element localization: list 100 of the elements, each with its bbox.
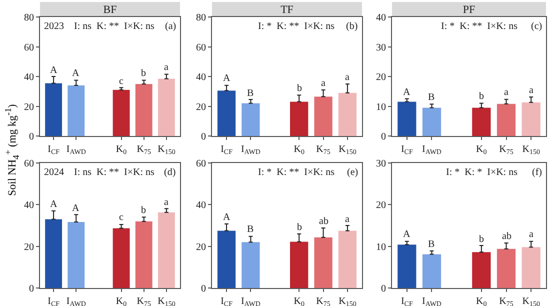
data-label: a — [529, 85, 534, 96]
bar — [472, 108, 491, 136]
x-tick-label: K$_{150}$ — [338, 296, 357, 306]
annotation: (f) — [532, 167, 542, 178]
bar — [290, 242, 308, 288]
y-tick-label: 30 — [376, 42, 386, 54]
x-tick-label: I$_{CF}$ — [400, 296, 413, 306]
bar — [158, 78, 175, 136]
y-tick-label: 40 — [196, 200, 206, 212]
bar — [112, 90, 130, 136]
chart-title: PF — [462, 4, 476, 16]
bar — [217, 230, 236, 288]
annotation: I: ns K: ** I×K: ns — [74, 21, 154, 32]
data-label: A — [403, 87, 411, 98]
data-label: b — [297, 83, 302, 94]
bar — [135, 221, 152, 288]
data-label: A — [403, 229, 411, 240]
data-label: a — [164, 62, 169, 73]
data-label: a — [345, 72, 350, 83]
data-label: ab — [319, 216, 328, 227]
x-tick-label: I$_{CF}$ — [220, 144, 233, 156]
bar — [217, 90, 236, 136]
bar — [45, 83, 62, 136]
data-label: c — [119, 76, 124, 87]
bar — [68, 85, 85, 136]
y-tick-label: 80 — [24, 12, 34, 24]
x-tick-label: K$_{75}$ — [316, 144, 331, 156]
x-tick-label: K$_{150}$ — [158, 144, 176, 156]
annotation: (b) — [346, 21, 358, 32]
y-tick-label: 30 — [376, 158, 386, 170]
y-tick-label: 60 — [196, 42, 206, 54]
bar — [290, 102, 308, 136]
data-label: a — [345, 214, 350, 225]
x-tick-label: I$_{CF}$ — [400, 144, 413, 156]
x-tick-label: K$_{0}$ — [116, 296, 128, 306]
x-tick-label: I$_{CF}$ — [48, 144, 60, 156]
x-tick-label: I$_{CF}$ — [48, 296, 60, 306]
y-tick-label: 40 — [24, 200, 34, 212]
data-label: A — [72, 203, 80, 214]
x-tick-label: I$_{AWD}$ — [240, 296, 260, 306]
y-tick-label: 60 — [196, 158, 206, 170]
bar — [338, 92, 357, 136]
y-tick-label: 20 — [196, 242, 206, 253]
y-tick-label: 0 — [29, 132, 34, 142]
annotation: (a) — [165, 21, 176, 32]
annotation: 2023 — [44, 21, 64, 32]
x-tick-label: I$_{AWD}$ — [66, 144, 86, 156]
bar — [45, 219, 62, 288]
data-label: b — [297, 222, 302, 233]
y-tick-label: 20 — [196, 102, 206, 113]
y-tick-label: 0 — [201, 132, 206, 142]
bar — [422, 254, 442, 288]
annotation: (d) — [164, 167, 176, 178]
y-tick-label: 20 — [376, 72, 386, 83]
y-tick-label: 20 — [24, 242, 34, 253]
x-tick-label: I$_{AWD}$ — [66, 296, 86, 306]
y-tick-label: 80 — [196, 12, 206, 24]
x-tick-label: K$_{75}$ — [499, 144, 514, 156]
data-label: a — [504, 87, 509, 98]
annotation: I: ns K: ** I×K: ns — [74, 167, 154, 178]
bar — [522, 247, 540, 288]
bar — [112, 228, 130, 288]
bar — [496, 248, 516, 288]
x-tick-label: K$_{75}$ — [499, 296, 514, 306]
y-tick-label: 0 — [201, 284, 206, 294]
data-label: B — [247, 88, 254, 99]
x-tick-label: K$_{0}$ — [476, 144, 488, 156]
y-tick-label: 40 — [376, 12, 386, 24]
bar — [522, 102, 540, 136]
bar — [398, 102, 416, 136]
annotation: I: * K: ** I×K: ns — [258, 21, 335, 32]
data-label: B — [247, 224, 254, 235]
x-tick-label: K$_{0}$ — [476, 296, 488, 306]
annotation: I: * K: ** I×K: ns — [258, 167, 335, 178]
x-tick-label: K$_{150}$ — [522, 296, 540, 306]
x-tick-label: K$_{75}$ — [136, 144, 152, 156]
data-label: a — [321, 78, 326, 89]
bar — [314, 96, 332, 136]
bar — [422, 108, 442, 136]
data-label: A — [223, 212, 231, 223]
data-label: A — [72, 68, 80, 79]
data-label: b — [141, 205, 146, 216]
bar — [314, 237, 332, 288]
data-label: b — [479, 91, 484, 102]
x-tick-label: I$_{AWD}$ — [422, 144, 442, 156]
data-label: B — [428, 92, 435, 103]
bar — [135, 84, 152, 136]
chart-title: BF — [103, 4, 117, 16]
bar — [472, 252, 491, 288]
data-label: b — [479, 234, 484, 245]
y-tick-label: 20 — [24, 102, 34, 113]
data-label: A — [223, 73, 231, 84]
annotation: 2024 — [44, 167, 64, 178]
x-tick-label: I$_{AWD}$ — [422, 296, 442, 306]
data-label: a — [164, 197, 169, 208]
data-label: A — [50, 65, 58, 76]
bar — [398, 244, 416, 288]
annotation: I: * K: ** I×K: ns — [441, 21, 518, 32]
data-label: b — [141, 68, 146, 79]
bar — [242, 242, 260, 288]
